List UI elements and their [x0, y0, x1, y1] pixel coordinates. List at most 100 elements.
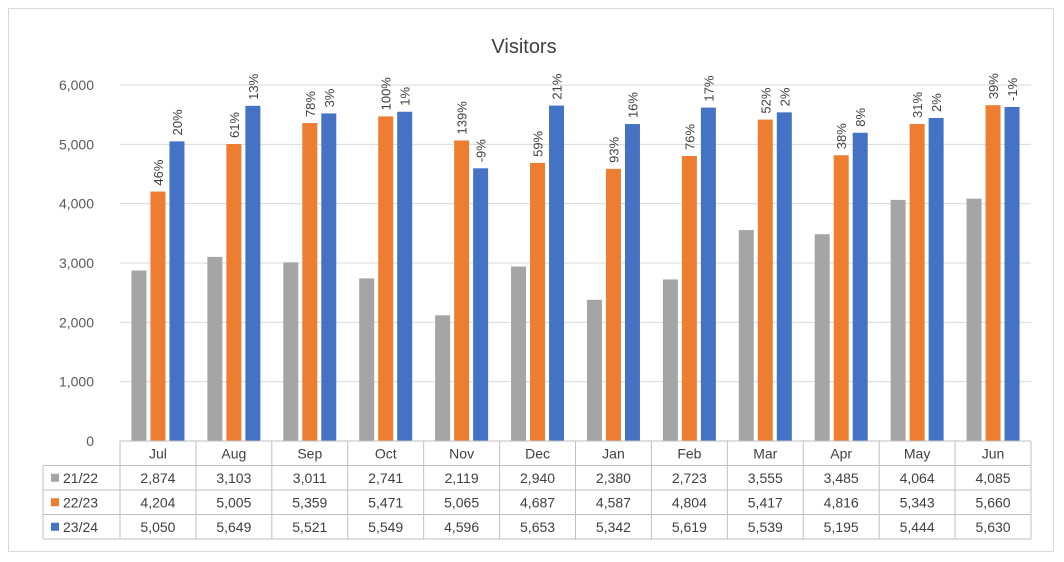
bar: [890, 199, 906, 441]
bar: [586, 299, 602, 441]
data-label: 139%: [455, 101, 470, 135]
category-label: Jan: [602, 445, 625, 461]
table-cell: 5,619: [672, 519, 707, 535]
data-label: 39%: [986, 73, 1001, 99]
category-label: Mar: [753, 445, 777, 461]
table-cell: 5,342: [596, 519, 631, 535]
data-label: 2%: [929, 93, 944, 112]
table-cell: 5,417: [748, 494, 783, 510]
data-label: 21%: [550, 73, 565, 99]
table-cell: 5,521: [292, 519, 327, 535]
category-label: Sep: [297, 445, 322, 461]
bar: [378, 116, 394, 442]
chart-title: Visitors: [491, 36, 556, 58]
bar: [814, 234, 830, 441]
data-label: 38%: [834, 123, 849, 149]
legend-key: [51, 522, 59, 531]
y-tick-label: 3,000: [59, 255, 94, 271]
table-cell: 3,011: [293, 470, 327, 486]
table-cell: 5,359: [292, 494, 327, 510]
bar: [776, 112, 792, 442]
data-label: 46%: [151, 159, 166, 185]
table-cell: 5,653: [520, 519, 555, 535]
bar: [681, 155, 697, 442]
category-label: Aug: [221, 445, 246, 461]
table-cell: 5,539: [748, 519, 783, 535]
category-label: Dec: [525, 445, 550, 461]
table-cell: 5,065: [444, 494, 479, 510]
table-cell: 5,343: [900, 494, 935, 510]
category-label: Nov: [449, 445, 474, 461]
data-label: 78%: [303, 91, 318, 117]
data-label: -9%: [474, 139, 489, 163]
data-label: 52%: [758, 87, 773, 113]
data-label: 31%: [910, 92, 925, 118]
series-name: 21/22: [63, 470, 98, 486]
bar: [966, 198, 982, 441]
table-cell: 4,085: [976, 470, 1011, 486]
table-cell: 3,555: [748, 470, 783, 486]
table-cell: 4,687: [520, 494, 555, 510]
table-cell: 5,471: [368, 494, 403, 510]
bar: [738, 230, 754, 441]
table-cell: 5,195: [824, 519, 859, 535]
bar: [397, 111, 413, 441]
category-label: Jul: [149, 445, 167, 461]
data-label: 2%: [777, 87, 792, 106]
data-label: 13%: [246, 73, 261, 99]
table-cell: 4,204: [140, 494, 175, 510]
bar: [511, 266, 527, 441]
bar: [852, 132, 868, 441]
y-tick-label: 4,000: [59, 196, 94, 212]
category-label: Apr: [830, 445, 852, 461]
bar: [226, 144, 242, 441]
bar: [283, 262, 299, 441]
bar: [833, 155, 849, 441]
y-tick-label: 1,000: [59, 374, 94, 390]
bar: [985, 105, 1001, 441]
bar: [624, 124, 640, 442]
bar: [473, 168, 489, 441]
bar: [302, 123, 318, 442]
category-label: Oct: [375, 445, 397, 461]
table-cell: 2,119: [445, 470, 479, 486]
category-label: May: [904, 445, 930, 461]
bar: [207, 256, 223, 441]
bar: [435, 315, 451, 441]
table-cell: 2,741: [368, 470, 403, 486]
data-label: 17%: [701, 75, 716, 101]
bar: [454, 140, 470, 441]
table-cell: 5,444: [900, 519, 935, 535]
table-cell: 2,723: [672, 470, 707, 486]
table-cell: 5,005: [216, 494, 251, 510]
data-label: 59%: [531, 130, 546, 156]
data-label: -1%: [1005, 77, 1020, 101]
bar: [321, 113, 337, 442]
data-label: 3%: [322, 88, 337, 107]
bar: [662, 279, 678, 441]
bar: [169, 141, 185, 441]
y-tick-label: 0: [86, 433, 94, 449]
bar: [549, 105, 565, 441]
bar: [605, 168, 621, 441]
table-cell: 4,804: [672, 494, 707, 510]
legend-key: [51, 498, 59, 507]
legend-key: [51, 473, 59, 482]
table-cell: 4,816: [824, 494, 859, 510]
table-cell: 4,064: [900, 470, 935, 486]
table-cell: 5,630: [976, 519, 1011, 535]
series-name: 22/23: [63, 494, 98, 510]
table-cell: 3,485: [824, 470, 859, 486]
bar: [359, 278, 375, 441]
data-label: 61%: [227, 112, 242, 138]
bar: [757, 119, 773, 441]
series-name: 23/24: [63, 519, 98, 535]
y-tick-label: 2,000: [59, 314, 94, 330]
data-label: 16%: [625, 92, 640, 118]
category-label: Feb: [677, 445, 701, 461]
data-label: 76%: [682, 124, 697, 150]
data-label: 20%: [170, 109, 185, 135]
bar: [530, 162, 546, 441]
data-label: 100%: [379, 77, 394, 111]
